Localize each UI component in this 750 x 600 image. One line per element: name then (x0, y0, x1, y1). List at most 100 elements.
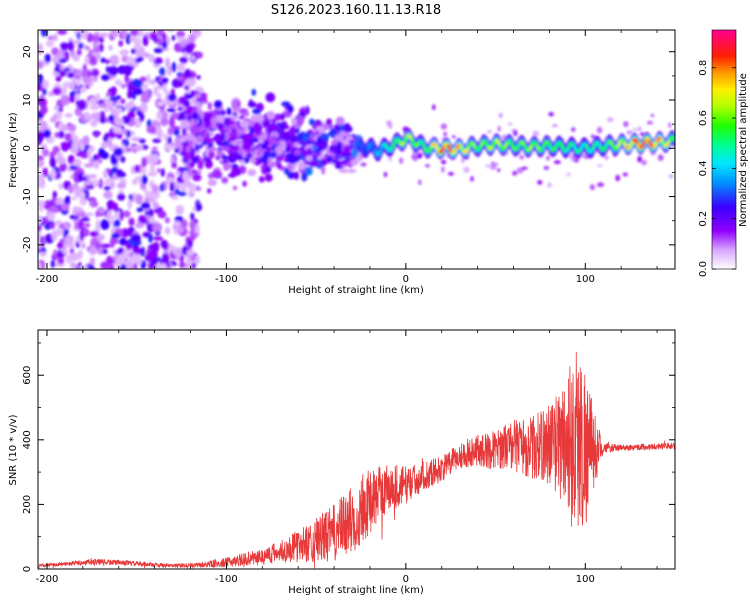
spectrogram-cell (121, 30, 128, 39)
spectrogram-cell (174, 81, 184, 88)
spectrogram-cell (60, 42, 69, 49)
spectrogram-cell (111, 232, 120, 239)
spectrogram-cell (244, 133, 254, 142)
spectrogram-cell (189, 254, 196, 262)
spectrogram-cell (343, 122, 351, 133)
colorbar: 0.0 0.2 0.4 0.6 0.8 Normalized spectral ampl… (698, 29, 749, 277)
spectrogram-cell (38, 159, 45, 168)
spectrogram-cell (164, 217, 170, 224)
spectrogram-cell (175, 248, 182, 259)
spectrogram-cell (171, 62, 177, 73)
spectrogram-cell (171, 195, 179, 200)
spectrogram-x-tick-label: 100 (576, 274, 595, 285)
spectrogram-cell (50, 260, 56, 268)
spectrogram-cell (425, 163, 430, 168)
spectrogram-cell (239, 120, 250, 128)
spectrogram-cell (184, 93, 194, 100)
spectrogram-cell (184, 152, 192, 162)
spectrogram-cell (58, 122, 63, 131)
spectrogram-cell (194, 93, 202, 99)
spectrogram-cell (136, 110, 143, 117)
spectrogram-cell (650, 113, 655, 118)
spectrogram-cell (176, 63, 186, 72)
spectrogram-cell (223, 162, 232, 170)
spectrogram-cell (166, 108, 176, 113)
spectrogram-cell (105, 66, 110, 73)
spectrogram-cell (180, 219, 188, 229)
spectrogram-cell (57, 30, 68, 35)
spectrogram-cell (162, 32, 167, 42)
spectrogram-cell (119, 237, 128, 246)
spectrogram-cell (52, 114, 57, 123)
spectrogram-cell (129, 99, 135, 109)
spectrogram-cell (84, 111, 91, 121)
spectrogram-cell (49, 168, 57, 180)
spectrogram-cell (134, 256, 143, 265)
spectrogram-cell (38, 200, 46, 207)
spectrogram-cell (159, 183, 165, 192)
spectrogram-cell (326, 118, 332, 126)
spectrogram-cell (105, 59, 110, 64)
spectrogram-frame (37, 29, 676, 270)
spectrogram-cell (54, 132, 60, 138)
spectrogram-cell (156, 100, 165, 107)
spectrogram-cell (432, 104, 436, 111)
spectrogram-cell (151, 146, 158, 153)
spectrogram-cell (38, 173, 45, 182)
spectrogram-cell (171, 35, 176, 41)
spectrogram-cell (176, 30, 185, 39)
spectrogram-cell (115, 95, 121, 100)
spectrogram-cell (244, 127, 250, 132)
spectrogram-cell (101, 74, 110, 81)
spectrogram-cell (309, 119, 316, 126)
spectrogram-cell (275, 145, 284, 155)
spectrogram-cell (553, 160, 561, 165)
spectrogram-cell (338, 168, 349, 173)
spectrogram-cell (309, 160, 320, 167)
spectrogram-cell (570, 155, 574, 161)
spectrogram-cell (383, 171, 388, 178)
spectrogram-cell (110, 30, 119, 38)
spectrogram-cell (260, 142, 268, 150)
spectrogram-cell (173, 182, 181, 191)
spectrogram-x-axis-label: Height of straight line (km) (288, 285, 424, 296)
spectrogram-cell (162, 252, 170, 264)
spectrogram-cell (228, 120, 236, 125)
spectrogram-cell (167, 93, 177, 102)
spectrogram-cell (321, 165, 326, 175)
spectrogram-cell (89, 145, 95, 153)
spectrogram-cell (132, 247, 143, 255)
spectrogram-cell (98, 103, 108, 108)
spectrogram-cell (138, 138, 146, 144)
spectrogram-cell (61, 143, 69, 152)
spectrogram-cell (89, 55, 98, 66)
spectrogram-cell (84, 163, 94, 168)
spectrogram-cell (441, 159, 447, 165)
spectrogram-cell (281, 101, 291, 107)
spectrogram-cell (399, 157, 404, 164)
spectrogram-cell (192, 173, 202, 182)
spectrogram-cell (195, 203, 203, 212)
spectrogram-cell (38, 229, 42, 240)
spectrogram-cell (548, 112, 554, 117)
spectrogram-cell (159, 67, 166, 76)
spectrogram-cell (112, 126, 122, 134)
spectrogram-cell (175, 171, 181, 176)
spectrogram-cell (197, 159, 204, 170)
spectrogram-cell (123, 64, 133, 75)
spectrogram-cell (57, 258, 65, 265)
spectrogram-cell (207, 179, 217, 187)
spectrogram-cell (103, 190, 113, 199)
spectrogram-cell (221, 131, 226, 141)
spectrogram-cell (64, 234, 74, 245)
spectrogram-cell (203, 156, 210, 162)
spectrogram-cell (89, 231, 99, 237)
spectrogram-cell (68, 242, 75, 250)
spectrogram-cell (39, 120, 46, 131)
spectrogram-cell (156, 168, 162, 173)
spectrogram-cell (167, 127, 174, 136)
spectrogram-cell (89, 105, 100, 111)
spectrogram-cell (248, 99, 254, 108)
spectrogram-cell (51, 230, 58, 241)
spectrogram-cell (289, 135, 299, 144)
